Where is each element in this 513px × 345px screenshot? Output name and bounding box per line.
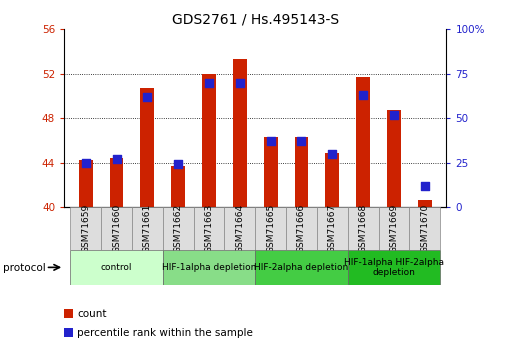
Bar [348, 207, 379, 250]
Text: GSM71667: GSM71667 [328, 204, 337, 253]
Bar [110, 158, 124, 207]
Text: GSM71662: GSM71662 [174, 204, 183, 253]
Bar [418, 200, 431, 207]
Text: GSM71663: GSM71663 [205, 204, 213, 253]
Bar [325, 152, 339, 207]
Point [174, 161, 182, 167]
Point [82, 160, 90, 165]
Text: HIF-1alpha depletion: HIF-1alpha depletion [162, 263, 256, 272]
Point [143, 94, 151, 100]
Text: GSM71665: GSM71665 [266, 204, 275, 253]
Bar [294, 137, 308, 207]
Text: GSM71661: GSM71661 [143, 204, 152, 253]
Bar [348, 250, 440, 285]
Point [298, 138, 306, 144]
Text: GSM71669: GSM71669 [389, 204, 399, 253]
Bar [255, 207, 286, 250]
Text: HIF-1alpha HIF-2alpha
depletion: HIF-1alpha HIF-2alpha depletion [344, 258, 444, 277]
Bar [171, 166, 185, 207]
Point [235, 80, 244, 85]
Bar [101, 207, 132, 250]
Bar [317, 207, 348, 250]
Bar [255, 250, 348, 285]
Text: GSM71668: GSM71668 [359, 204, 368, 253]
Point [112, 156, 121, 162]
Text: HIF-2alpha depletion: HIF-2alpha depletion [254, 263, 348, 272]
Bar [379, 207, 409, 250]
Bar [163, 250, 255, 285]
Bar [132, 207, 163, 250]
Text: percentile rank within the sample: percentile rank within the sample [77, 328, 253, 338]
Bar [356, 77, 370, 207]
Bar [193, 207, 224, 250]
Text: GSM71664: GSM71664 [235, 204, 244, 253]
Text: GSM71659: GSM71659 [81, 204, 90, 253]
Text: GSM71670: GSM71670 [420, 204, 429, 253]
Bar [264, 137, 278, 207]
Text: control: control [101, 263, 132, 272]
Bar [387, 110, 401, 207]
Bar [286, 207, 317, 250]
Bar [233, 59, 247, 207]
Bar [70, 250, 163, 285]
Text: GSM71660: GSM71660 [112, 204, 121, 253]
Bar [70, 207, 101, 250]
Title: GDS2761 / Hs.495143-S: GDS2761 / Hs.495143-S [172, 13, 339, 27]
Point [421, 183, 429, 188]
Text: count: count [77, 309, 107, 319]
Point [267, 138, 275, 144]
Bar [163, 207, 193, 250]
Point [205, 80, 213, 85]
Text: protocol: protocol [3, 264, 45, 273]
Bar [141, 88, 154, 207]
Bar [224, 207, 255, 250]
Point [359, 92, 367, 98]
Bar [409, 207, 440, 250]
Text: GSM71666: GSM71666 [297, 204, 306, 253]
Bar [202, 74, 216, 207]
Point [328, 151, 337, 157]
Point [390, 112, 398, 117]
Bar [79, 160, 93, 207]
